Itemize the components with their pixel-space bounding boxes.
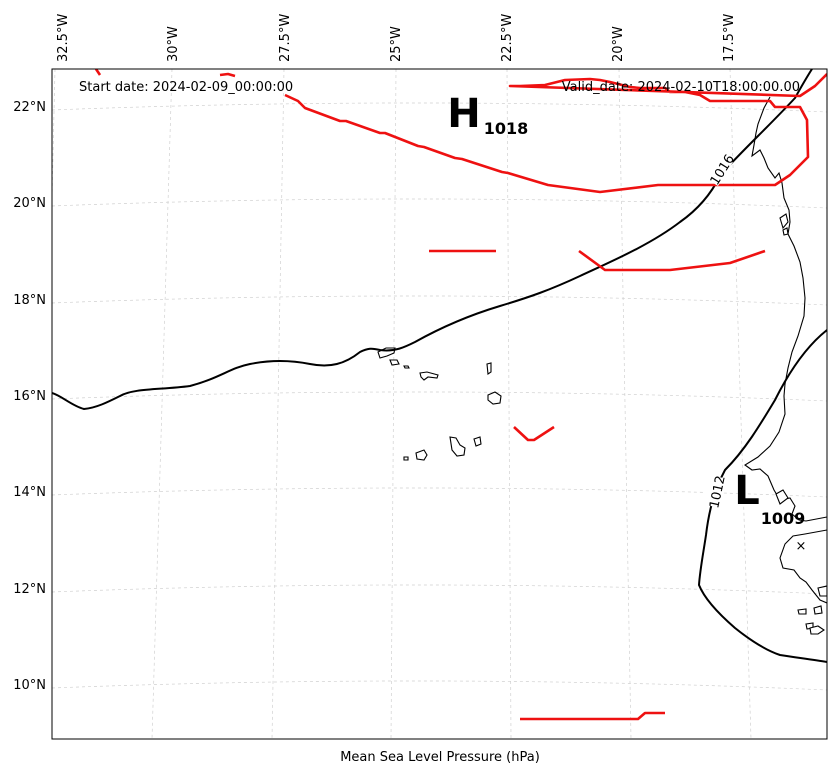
- lat-label-12n: 12°N: [13, 582, 46, 597]
- isobar-labels: 1016 1012: [702, 152, 738, 510]
- high-pressure-system: H 1018: [447, 91, 528, 138]
- front-northern-blip: [219, 72, 236, 78]
- map-frame: [51, 68, 828, 740]
- africa-coast: [744, 96, 827, 604]
- isobar-1016: [52, 69, 813, 411]
- island-santiago: [449, 436, 466, 457]
- lon-label-32-5w: 32.5°W: [56, 14, 71, 62]
- isobar-1012: [697, 329, 827, 663]
- front-south: [520, 711, 665, 721]
- map-header: Start date: 2024-02-09_00:00:00 Valid_da…: [79, 80, 800, 95]
- island-brava: [403, 456, 409, 461]
- lat-label-14n: 14°N: [13, 485, 46, 500]
- lon-label-30w: 30°W: [166, 26, 181, 62]
- lon-label-25w: 25°W: [389, 26, 404, 62]
- lat-label-20n: 20°N: [13, 196, 46, 211]
- lon-label-22-5w: 22.5°W: [500, 14, 515, 62]
- isobars: [52, 69, 827, 663]
- low-letter: L: [734, 468, 760, 514]
- high-value: 1018: [484, 119, 529, 138]
- island-sao-vicente: [389, 359, 400, 366]
- map-caption: Mean Sea Level Pressure (hPa): [340, 750, 540, 765]
- low-value: 1009: [761, 509, 806, 528]
- fronts: [94, 69, 827, 721]
- front-northern: [94, 69, 102, 76]
- longitude-axis: 32.5°W 30°W 27.5°W 25°W 22.5°W 20°W 17.5…: [56, 14, 737, 62]
- island-boa-vista: [487, 391, 502, 405]
- low-pressure-system: L 1009 ×: [734, 468, 806, 554]
- plot-area: 1016 1012 H 1018 L 1009 ×: [52, 69, 827, 739]
- island-sao-nicolau: [419, 371, 439, 381]
- lat-label-18n: 18°N: [13, 293, 46, 308]
- island-maio: [473, 436, 482, 447]
- isobar-label-1012: 1012: [707, 474, 729, 509]
- front-vshape: [513, 425, 555, 442]
- start-date-label: Start date: 2024-02-09_00:00:00: [79, 80, 293, 95]
- low-center-marker: ×: [796, 539, 807, 554]
- island-santa-luzia: [403, 365, 410, 369]
- valid-date-label: Valid_date: 2024-02-10T18:00:00.00: [562, 80, 800, 95]
- high-letter: H: [447, 91, 480, 137]
- cape-verde-islands: [377, 347, 502, 461]
- coastal-islets: [775, 213, 827, 635]
- front-east-band: [578, 249, 766, 272]
- island-fogo: [415, 449, 428, 461]
- gridlines: [52, 69, 827, 739]
- island-sal: [486, 362, 492, 375]
- lon-label-20w: 20°W: [611, 26, 626, 62]
- front-north-main: [284, 73, 827, 194]
- lon-label-27-5w: 27.5°W: [278, 14, 293, 62]
- lon-label-17-5w: 17.5°W: [722, 14, 737, 62]
- lat-label-16n: 16°N: [13, 389, 46, 404]
- lat-label-10n: 10°N: [13, 678, 46, 693]
- lat-label-22n: 22°N: [13, 100, 46, 115]
- latitude-axis: 22°N 20°N 18°N 16°N 14°N 12°N 10°N: [13, 100, 46, 693]
